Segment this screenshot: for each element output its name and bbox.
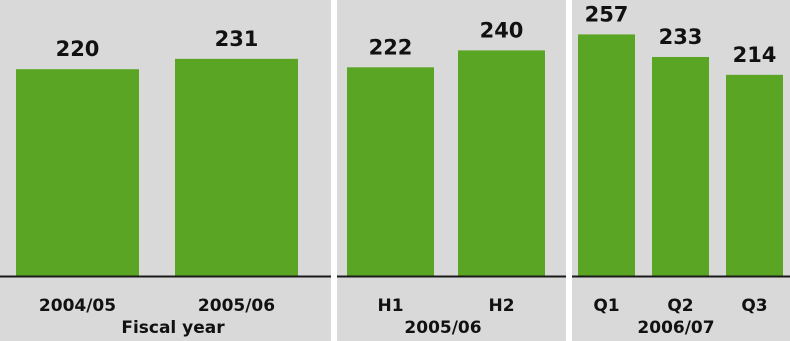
bar-2005-06 [175, 58, 298, 276]
panel-2: 222 H1 240 H2 2005/06 [337, 0, 566, 341]
bar-q2 [652, 56, 709, 277]
data-label: 231 [215, 27, 259, 51]
tick-label: 2004/05 [39, 296, 116, 316]
tick-label: Q1 [593, 296, 619, 316]
panel-3: 257 Q1 233 Q2 214 Q3 2006/07 [572, 0, 790, 341]
group-label: Fiscal year [121, 318, 225, 338]
data-label: 240 [480, 18, 524, 42]
tick-label: Q2 [667, 296, 693, 316]
tick-label: H1 [377, 296, 403, 316]
data-label: 220 [56, 37, 100, 61]
bar-2004-05 [16, 69, 139, 276]
tick-label: H2 [488, 296, 514, 316]
bar-h2 [458, 50, 545, 277]
data-label: 214 [733, 43, 777, 67]
bar-h1 [347, 67, 434, 276]
bar-q3 [726, 74, 783, 276]
data-label: 257 [585, 2, 629, 26]
bar-q1 [578, 34, 635, 276]
data-label: 233 [659, 25, 703, 49]
tick-label: 2005/06 [198, 296, 275, 316]
group-label: 2006/07 [637, 318, 714, 338]
tick-label: Q3 [741, 296, 767, 316]
group-label: 2005/06 [404, 318, 481, 338]
data-label: 222 [369, 35, 413, 59]
